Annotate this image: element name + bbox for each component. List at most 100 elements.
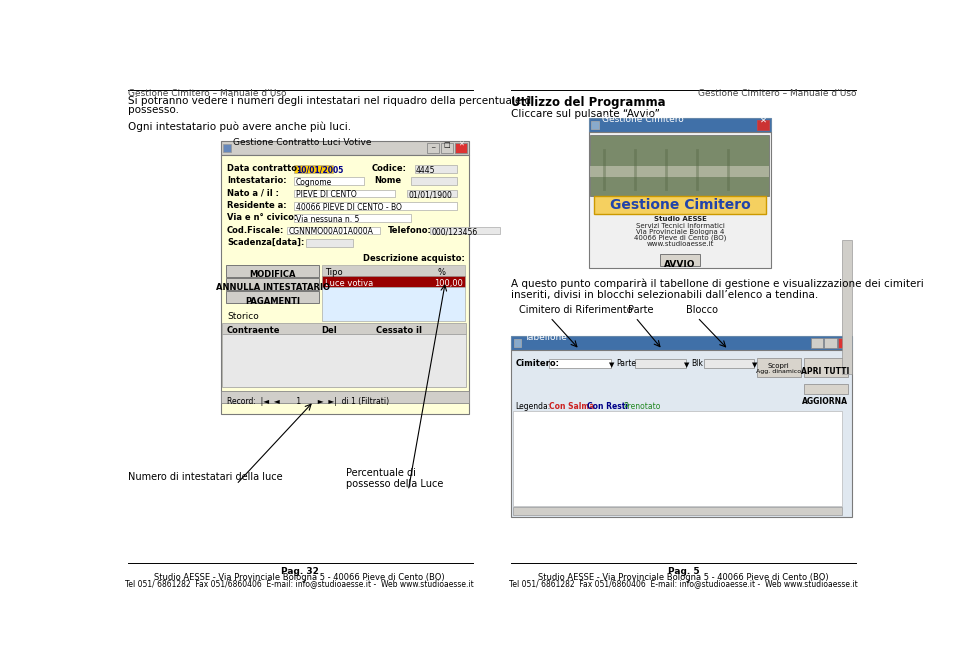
Text: 01/01/1900: 01/01/1900 (408, 190, 452, 199)
Text: Gestione Cimitero: Gestione Cimitero (602, 115, 684, 124)
FancyBboxPatch shape (660, 254, 700, 265)
FancyBboxPatch shape (295, 189, 396, 197)
Text: Cliccare sul pulsante “Avvio”: Cliccare sul pulsante “Avvio” (512, 109, 660, 118)
Text: ▼: ▼ (609, 362, 614, 368)
Text: AGGIORNA: AGGIORNA (803, 397, 849, 406)
Text: Gestione Cimitero – Manuale d’Uso: Gestione Cimitero – Manuale d’Uso (698, 89, 856, 98)
FancyBboxPatch shape (227, 265, 319, 277)
FancyBboxPatch shape (295, 177, 364, 185)
FancyBboxPatch shape (295, 202, 457, 210)
Text: Gestione Cimitero: Gestione Cimitero (610, 198, 751, 212)
Text: Parte: Parte (628, 305, 653, 315)
Text: Codice:: Codice: (372, 164, 407, 173)
FancyBboxPatch shape (704, 359, 754, 368)
FancyBboxPatch shape (223, 334, 466, 387)
Text: Con Salma: Con Salma (548, 402, 594, 411)
FancyBboxPatch shape (287, 226, 379, 234)
FancyBboxPatch shape (512, 350, 852, 517)
FancyBboxPatch shape (223, 144, 230, 152)
FancyBboxPatch shape (588, 118, 771, 132)
Text: Telefono:: Telefono: (388, 226, 431, 235)
FancyBboxPatch shape (322, 265, 465, 276)
Text: Data contratto:: Data contratto: (227, 164, 300, 173)
Text: ▼: ▼ (684, 362, 689, 368)
Text: APRI TUTTI: APRI TUTTI (801, 367, 850, 377)
FancyBboxPatch shape (295, 214, 411, 222)
FancyBboxPatch shape (322, 276, 465, 287)
Text: Storico: Storico (227, 312, 258, 321)
Text: Nato a / il :: Nato a / il : (227, 189, 279, 198)
Text: PAGAMENTI: PAGAMENTI (245, 297, 300, 306)
Text: Ogni intestatario può avere anche più luci.: Ogni intestatario può avere anche più lu… (128, 122, 350, 132)
Text: Studio AESSE: Studio AESSE (654, 216, 707, 222)
Text: Studio AESSE - Via Provinciale Bologna 5 - 40066 Pieve di Cento (BO): Studio AESSE - Via Provinciale Bologna 5… (539, 573, 828, 582)
FancyBboxPatch shape (804, 358, 848, 377)
Text: Via Provinciale Bologna 4: Via Provinciale Bologna 4 (636, 229, 724, 235)
Text: ANNULLA INTESTATARIO: ANNULLA INTESTATARIO (216, 283, 329, 293)
FancyBboxPatch shape (415, 165, 457, 173)
FancyBboxPatch shape (441, 144, 453, 154)
Text: Cimitero:: Cimitero: (516, 359, 560, 368)
FancyBboxPatch shape (548, 359, 611, 368)
Text: Studio AESSE - Via Provinciale Bologna 5 - 40066 Pieve di Cento (BO): Studio AESSE - Via Provinciale Bologna 5… (155, 573, 445, 582)
Text: ▼: ▼ (753, 362, 757, 368)
FancyBboxPatch shape (825, 338, 837, 348)
FancyBboxPatch shape (322, 287, 465, 321)
FancyBboxPatch shape (427, 144, 440, 154)
Text: AVVIO: AVVIO (664, 260, 696, 269)
FancyBboxPatch shape (411, 177, 457, 185)
Text: Servizi Tecnici Informatici: Servizi Tecnici Informatici (636, 222, 725, 228)
FancyBboxPatch shape (591, 121, 599, 128)
FancyBboxPatch shape (407, 189, 457, 197)
Text: inseriti, divisi in blocchi selezionabili dall’elenco a tendina.: inseriti, divisi in blocchi selezionabil… (512, 290, 819, 300)
Text: Del: Del (322, 326, 337, 335)
Text: 10/01/2005: 10/01/2005 (296, 166, 344, 175)
Text: Intestatario:: Intestatario: (227, 177, 287, 185)
Text: □: □ (444, 142, 450, 148)
Text: 100,00: 100,00 (434, 279, 463, 288)
Text: Agg. dinamico: Agg. dinamico (756, 369, 802, 374)
Text: Record:  |◄  ◄       1       ►  ►|  di 1 (Filtrati): Record: |◄ ◄ 1 ► ►| di 1 (Filtrati) (227, 397, 389, 406)
FancyBboxPatch shape (430, 226, 500, 234)
Text: Residente a:: Residente a: (227, 201, 287, 210)
Text: Si potranno vedere i numeri degli intestatari nel riquadro della percentuale di: Si potranno vedere i numeri degli intest… (128, 97, 534, 107)
Text: Blocco: Blocco (685, 305, 718, 315)
Text: Nome: Nome (374, 177, 401, 185)
FancyBboxPatch shape (636, 359, 685, 368)
Text: 40066 Pieve di Cento (BO): 40066 Pieve di Cento (BO) (634, 235, 726, 242)
FancyBboxPatch shape (838, 338, 851, 348)
Text: Scopri: Scopri (768, 363, 790, 369)
FancyBboxPatch shape (221, 141, 468, 155)
Text: Gestione Cimitero – Manuale d’Uso: Gestione Cimitero – Manuale d’Uso (128, 89, 286, 98)
Text: Utilizzo del Programma: Utilizzo del Programma (512, 97, 666, 109)
Text: A questo punto comparirà il tabellone di gestione e visualizzazione dei cimiteri: A questo punto comparirà il tabellone di… (512, 279, 924, 289)
Text: 000/123456: 000/123456 (432, 227, 478, 236)
FancyBboxPatch shape (514, 339, 521, 347)
Text: 4445: 4445 (416, 166, 436, 175)
Text: Tipo: Tipo (325, 268, 343, 277)
Text: Cessato il: Cessato il (375, 326, 421, 335)
Text: Descrizione acquisto:: Descrizione acquisto: (363, 254, 465, 263)
FancyBboxPatch shape (306, 239, 352, 246)
Text: ✕: ✕ (458, 142, 464, 148)
Text: Cimitero di Riferimento: Cimitero di Riferimento (519, 305, 633, 315)
Text: Prenotato: Prenotato (624, 402, 661, 411)
Text: Tel 051/ 6861282  Fax 051/6860406  E-mail: info@studioaesse.it -  Web www.studio: Tel 051/ 6861282 Fax 051/6860406 E-mail:… (126, 579, 474, 588)
Text: Tel 051/ 6861282  Fax 051/6860406  E-mail: info@studioaesse.it -  Web www.studio: Tel 051/ 6861282 Fax 051/6860406 E-mail:… (509, 579, 858, 588)
Text: PIEVE DI CENTO: PIEVE DI CENTO (296, 190, 357, 199)
Text: Cod.Fiscale:: Cod.Fiscale: (227, 226, 284, 235)
FancyBboxPatch shape (590, 135, 770, 197)
Text: Percentuale di
possesso della Luce: Percentuale di possesso della Luce (347, 467, 444, 489)
FancyBboxPatch shape (295, 165, 333, 173)
FancyBboxPatch shape (223, 323, 466, 334)
Text: Scadenza[data]:: Scadenza[data]: (227, 238, 304, 247)
FancyBboxPatch shape (757, 358, 802, 377)
FancyBboxPatch shape (512, 336, 852, 350)
Text: _: _ (431, 142, 435, 148)
FancyBboxPatch shape (221, 155, 468, 414)
Text: 40066 PIEVE DI CENTO - BO: 40066 PIEVE DI CENTO - BO (296, 203, 402, 212)
Text: CGNNMO00A01A000A: CGNNMO00A01A000A (288, 227, 373, 236)
FancyBboxPatch shape (588, 132, 771, 268)
Text: MODIFICA: MODIFICA (250, 270, 296, 279)
Text: Via nessuna n. 5: Via nessuna n. 5 (296, 215, 359, 224)
